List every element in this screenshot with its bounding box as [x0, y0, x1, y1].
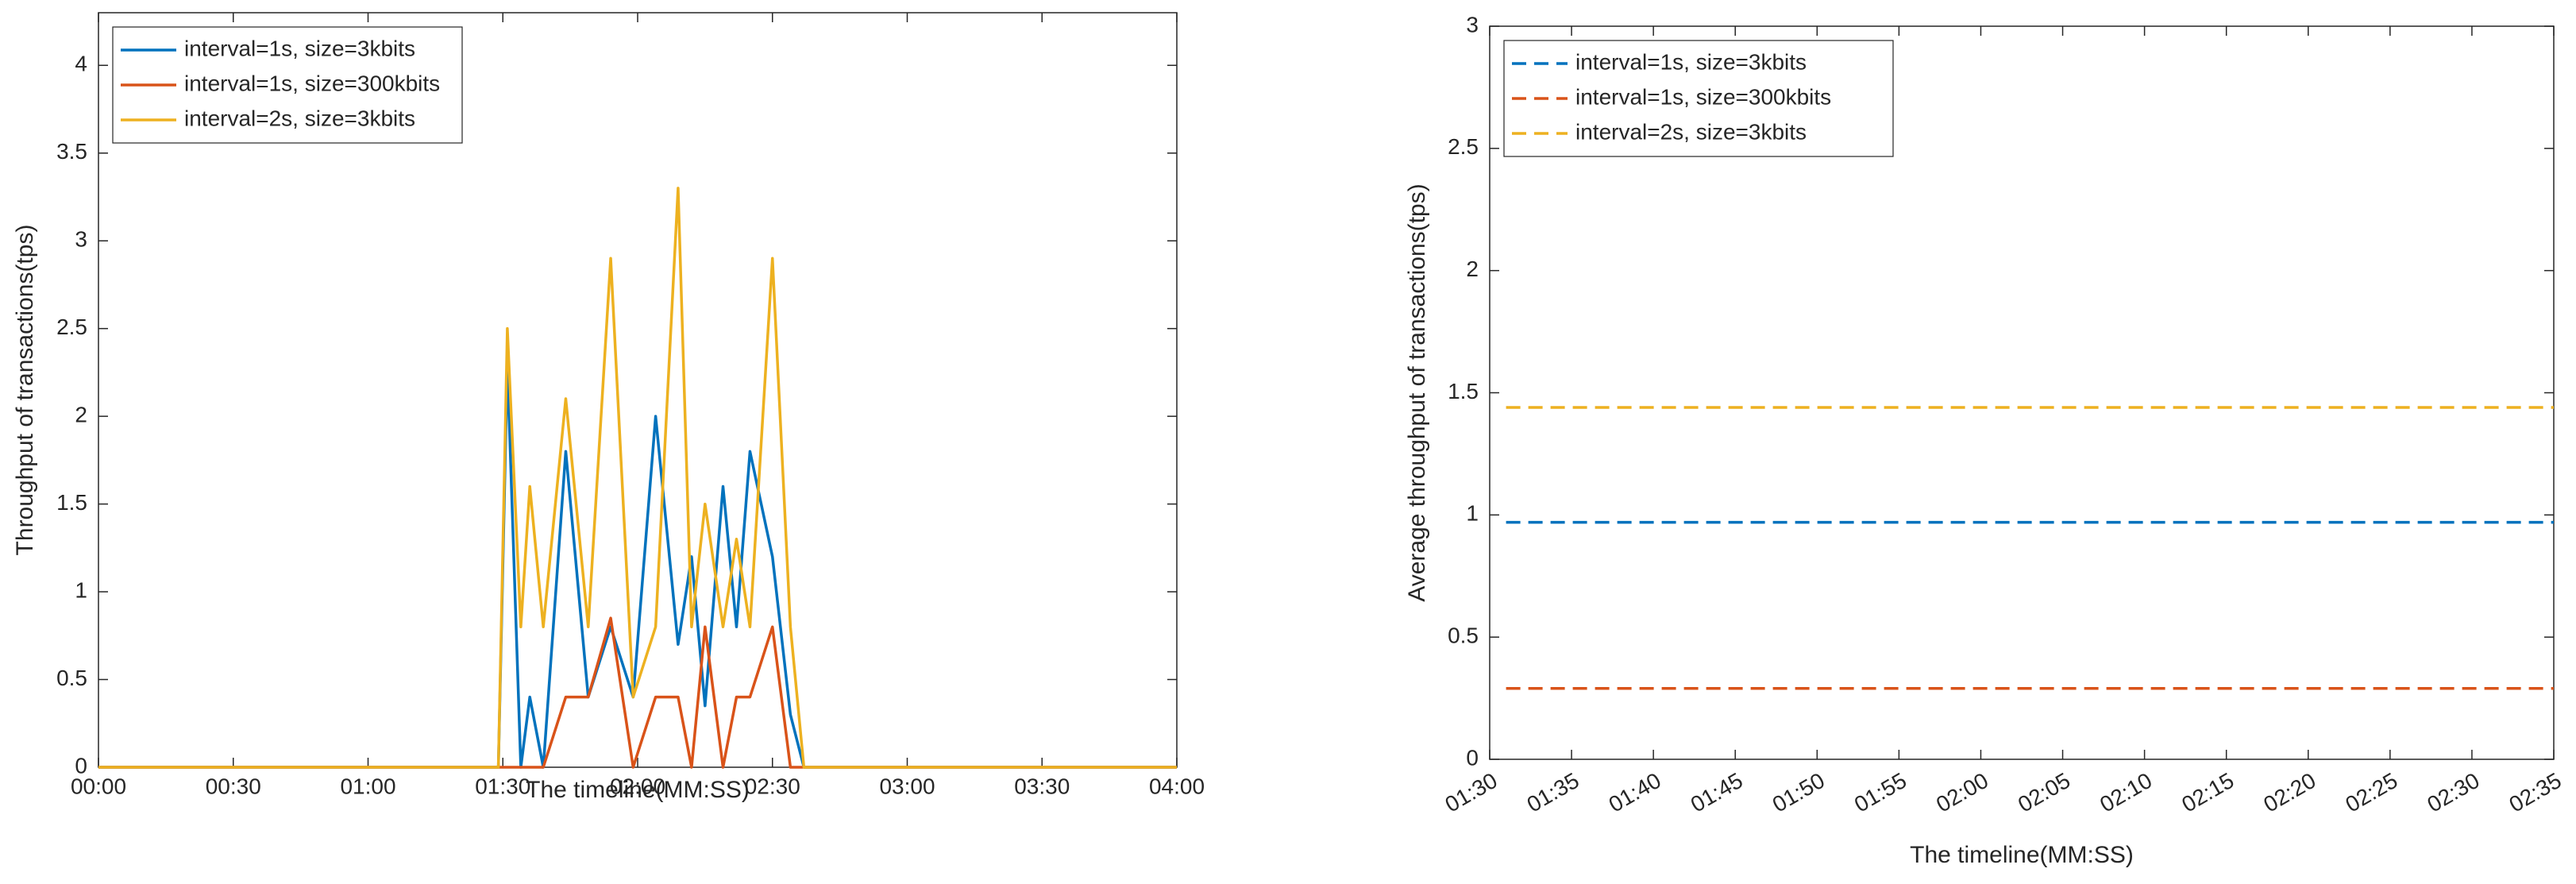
x-tick-label: 02:15	[2177, 768, 2238, 817]
y-tick-label: 2.5	[56, 315, 87, 339]
x-tick-label: 01:40	[1605, 768, 1665, 817]
legend-label: interval=2s, size=3kbits	[1575, 119, 1807, 144]
y-tick-label: 1	[1466, 501, 1479, 526]
y-tick-label: 2	[75, 403, 87, 427]
x-tick-label: 00:30	[206, 774, 261, 798]
x-tick-label: 01:30	[1441, 768, 1502, 817]
x-tick-label: 02:25	[2341, 768, 2401, 817]
y-tick-label: 0.5	[56, 666, 87, 690]
y-tick-label: 3	[1466, 12, 1479, 37]
x-tick-label: 03:30	[1014, 774, 1070, 798]
y-axis-label: Average throughput of transactions(tps)	[1404, 183, 1430, 601]
x-tick-label: 00:00	[71, 774, 126, 798]
x-tick-label: 02:35	[2505, 768, 2566, 817]
x-axis-label: The timeline(MM:SS)	[526, 777, 750, 803]
x-tick-label: 01:55	[1850, 768, 1911, 817]
legend-label: interval=1s, size=3kbits	[184, 36, 415, 60]
x-tick-label: 02:00	[610, 774, 665, 798]
series-line	[98, 362, 1177, 769]
y-tick-label: 1	[75, 577, 87, 602]
x-tick-label: 01:50	[1768, 768, 1829, 817]
x-tick-label: 04:00	[1149, 774, 1205, 798]
x-tick-label: 01:35	[1523, 768, 1583, 817]
x-tick-label: 02:00	[1932, 768, 1992, 817]
legend-label: interval=1s, size=300kbits	[184, 71, 440, 95]
y-tick-label: 1.5	[56, 490, 87, 515]
legend-box	[1503, 40, 1894, 157]
y-axis-label: Throughput of transactions(tps)	[12, 225, 38, 556]
y-tick-label: 2	[1466, 257, 1479, 281]
y-tick-label: 3.5	[56, 139, 87, 164]
y-tick-label: 3	[75, 227, 87, 252]
x-tick-label: 02:30	[2423, 768, 2483, 817]
x-tick-label: 01:30	[475, 774, 530, 798]
y-tick-label: 2.5	[1448, 134, 1479, 159]
y-tick-label: 1.5	[1448, 379, 1479, 403]
x-tick-label: 02:05	[2014, 768, 2074, 817]
y-tick-label: 0.5	[1448, 623, 1479, 648]
series-line	[98, 616, 1177, 769]
legend-label: interval=1s, size=3kbits	[1575, 49, 1807, 74]
series-line	[98, 187, 1177, 769]
legend-label: interval=1s, size=300kbits	[1575, 84, 1831, 109]
legend-label: interval=2s, size=3kbits	[184, 106, 415, 130]
y-tick-label: 0	[75, 753, 87, 778]
x-tick-label: 02:20	[2259, 768, 2320, 817]
x-tick-label: 03:00	[879, 774, 935, 798]
x-axis-label: The timeline(MM:SS)	[1910, 842, 2134, 868]
y-tick-label: 4	[75, 52, 87, 76]
x-tick-label: 02:30	[745, 774, 800, 798]
x-tick-label: 01:45	[1687, 768, 1747, 817]
x-tick-label: 02:10	[2096, 768, 2156, 817]
y-tick-label: 0	[1466, 745, 1479, 770]
x-tick-label: 01:00	[340, 774, 395, 798]
